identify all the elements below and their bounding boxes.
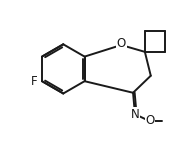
Text: O: O (117, 37, 126, 50)
Text: N: N (131, 108, 140, 121)
Text: O: O (145, 114, 155, 127)
Text: F: F (31, 75, 38, 88)
